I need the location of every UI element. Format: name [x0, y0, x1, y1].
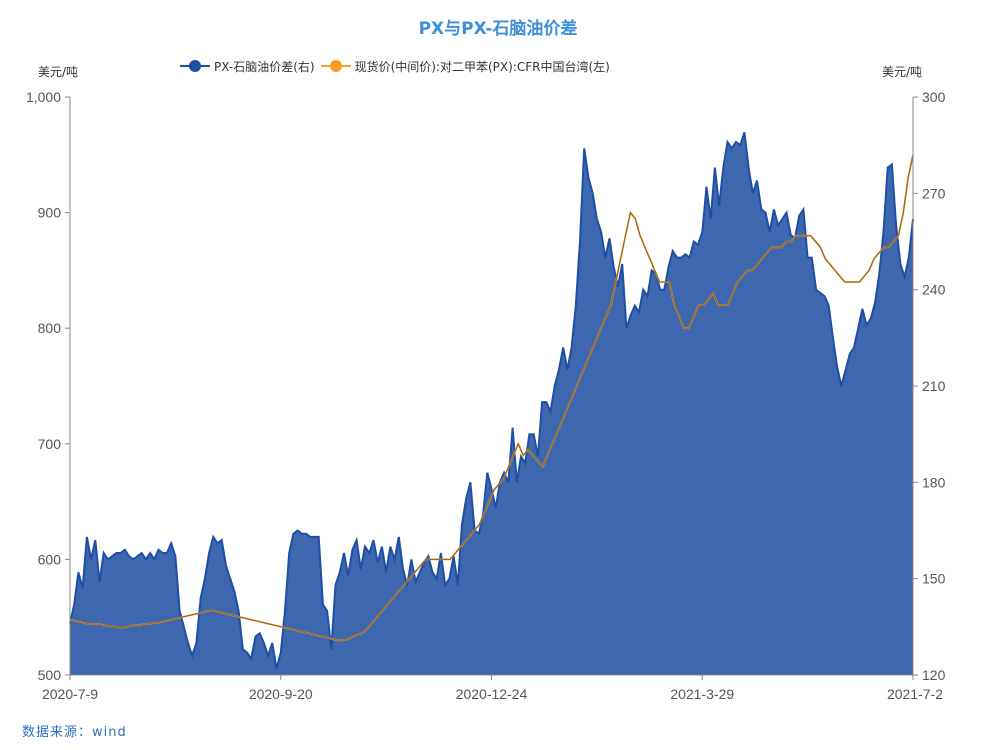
right-tick-label: 150	[922, 571, 946, 587]
x-tick-label: 2021-3-29	[670, 686, 734, 702]
x-tick-label: 2020-7-9	[42, 686, 98, 702]
spot-price-layer	[69, 154, 914, 642]
left-axis-unit: 美元/吨	[38, 65, 79, 79]
left-tick-label: 900	[38, 205, 62, 221]
left-tick-label: 800	[38, 320, 62, 336]
legend: PX-石脑油价差(右) 现货价(中间价):对二甲苯(PX):CFR中国台湾(左)	[180, 57, 616, 75]
right-tick-label: 210	[922, 378, 946, 394]
right-tick-label: 300	[922, 89, 946, 105]
spread-area-layer	[69, 131, 914, 676]
legend-marker-spot-icon	[320, 60, 351, 72]
legend-label-spot: 现货价(中间价):对二甲苯(PX):CFR中国台湾(左)	[354, 59, 610, 74]
legend-marker-spread-icon	[180, 60, 210, 72]
right-axis-unit: 美元/吨	[882, 65, 923, 79]
right-tick-label: 120	[922, 667, 946, 683]
right-tick-label: 180	[922, 474, 946, 490]
data-source-note: 数据来源：wind	[22, 725, 127, 740]
spot-price-line-shadow	[69, 154, 914, 641]
legend-item-spread[interactable]: PX-石脑油价差(右)	[180, 58, 315, 75]
chart-title: PX与PX-石脑油价差	[418, 19, 578, 39]
left-tick-label: 1,000	[26, 89, 61, 105]
left-tick-label: 500	[38, 667, 62, 683]
left-tick-label: 700	[38, 436, 62, 452]
right-tick-label: 240	[922, 282, 946, 298]
x-tick-label: 2020-12-24	[456, 686, 528, 702]
spread-area-line	[69, 131, 914, 669]
x-tick-label: 2021-7-2	[887, 686, 943, 702]
axes-layer: 500 600 700 800 900 1,000 120 150 180 210 240 270 30…	[26, 89, 946, 702]
x-tick-label: 2020-9-20	[249, 686, 313, 702]
left-tick-label: 600	[38, 551, 62, 567]
legend-item-spot[interactable]: 现货价(中间价):对二甲苯(PX):CFR中国台湾(左)	[320, 58, 610, 75]
legend-label-spread: PX-石脑油价差(右)	[214, 59, 315, 74]
right-tick-label: 270	[922, 185, 946, 201]
spread-area-fill	[70, 132, 913, 676]
